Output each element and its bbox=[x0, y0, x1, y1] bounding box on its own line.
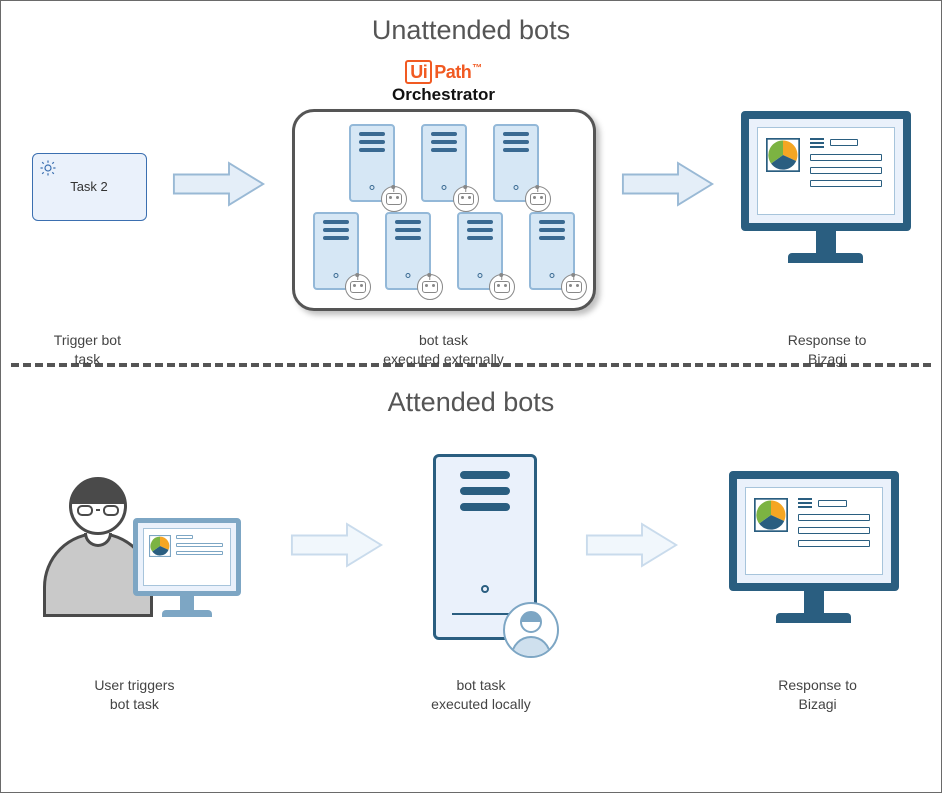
pie-chart-icon bbox=[754, 498, 788, 532]
orchestrator-column: UiPath™ Orchestrator bbox=[292, 62, 596, 311]
robot-icon bbox=[381, 186, 407, 212]
user-badge-icon bbox=[503, 602, 559, 658]
robot-icon bbox=[345, 274, 371, 300]
arrow-icon bbox=[621, 159, 716, 214]
attended-section: Attended bots bbox=[1, 373, 941, 761]
attended-title: Attended bots bbox=[1, 373, 941, 428]
server-row bbox=[313, 212, 575, 290]
user-with-monitor bbox=[43, 477, 241, 617]
local-server bbox=[433, 454, 537, 640]
caption-trigger: Trigger bottask bbox=[30, 331, 145, 369]
server-icon bbox=[349, 124, 395, 202]
arrow-icon bbox=[585, 520, 680, 575]
arrow-icon bbox=[172, 159, 267, 214]
server-icon bbox=[421, 124, 467, 202]
caption-local: bot taskexecuted locally bbox=[406, 676, 556, 714]
response-column-2 bbox=[729, 471, 899, 623]
user-column bbox=[43, 477, 241, 617]
orchestrator-label: Orchestrator bbox=[392, 85, 495, 105]
server-icon bbox=[529, 212, 575, 290]
caption-orchestrator: bot taskexecuted externally bbox=[283, 331, 603, 369]
server-icon bbox=[457, 212, 503, 290]
server-grid bbox=[313, 124, 575, 290]
unattended-section: Unattended bots Task 2 Ui bbox=[1, 1, 941, 343]
caption-response-2: Response toBizagi bbox=[733, 676, 903, 714]
local-server-column bbox=[433, 454, 537, 640]
response-monitor-2 bbox=[729, 471, 899, 623]
robot-icon bbox=[561, 274, 587, 300]
server-icon bbox=[385, 212, 431, 290]
arrow-icon bbox=[290, 520, 385, 575]
robot-icon bbox=[489, 274, 515, 300]
server-icon bbox=[493, 124, 539, 202]
user-monitor bbox=[133, 518, 241, 617]
response-monitor bbox=[741, 111, 911, 263]
uipath-logo: UiPath™ bbox=[405, 62, 482, 83]
server-icon bbox=[313, 212, 359, 290]
server-row bbox=[349, 124, 539, 202]
robot-icon bbox=[417, 274, 443, 300]
task-label: Task 2 bbox=[70, 179, 108, 194]
pie-chart-icon bbox=[149, 535, 171, 557]
robot-icon bbox=[525, 186, 551, 212]
caption-user: User triggersbot task bbox=[39, 676, 229, 714]
robot-icon bbox=[453, 186, 479, 212]
caption-response: Response toBizagi bbox=[742, 331, 912, 369]
trigger-column: Task 2 bbox=[32, 153, 147, 221]
diagram-canvas: Unattended bots Task 2 Ui bbox=[0, 0, 942, 793]
unattended-title: Unattended bots bbox=[1, 1, 941, 56]
task-box: Task 2 bbox=[32, 153, 147, 221]
pie-chart-icon bbox=[766, 138, 800, 172]
response-column bbox=[741, 111, 911, 263]
orchestrator-panel bbox=[292, 109, 596, 311]
gear-icon bbox=[39, 159, 57, 180]
